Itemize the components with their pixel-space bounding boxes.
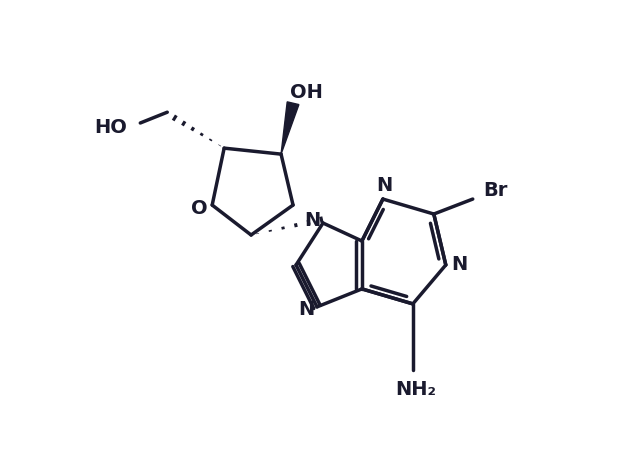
Text: OH: OH	[290, 83, 323, 102]
Text: Br: Br	[483, 180, 508, 200]
Text: NH₂: NH₂	[396, 380, 436, 399]
Text: N: N	[451, 256, 467, 274]
Text: N: N	[376, 176, 393, 196]
Polygon shape	[281, 102, 299, 154]
Text: O: O	[191, 198, 207, 218]
Text: HO: HO	[94, 118, 127, 137]
Text: N: N	[304, 211, 321, 229]
Text: N: N	[298, 300, 314, 320]
